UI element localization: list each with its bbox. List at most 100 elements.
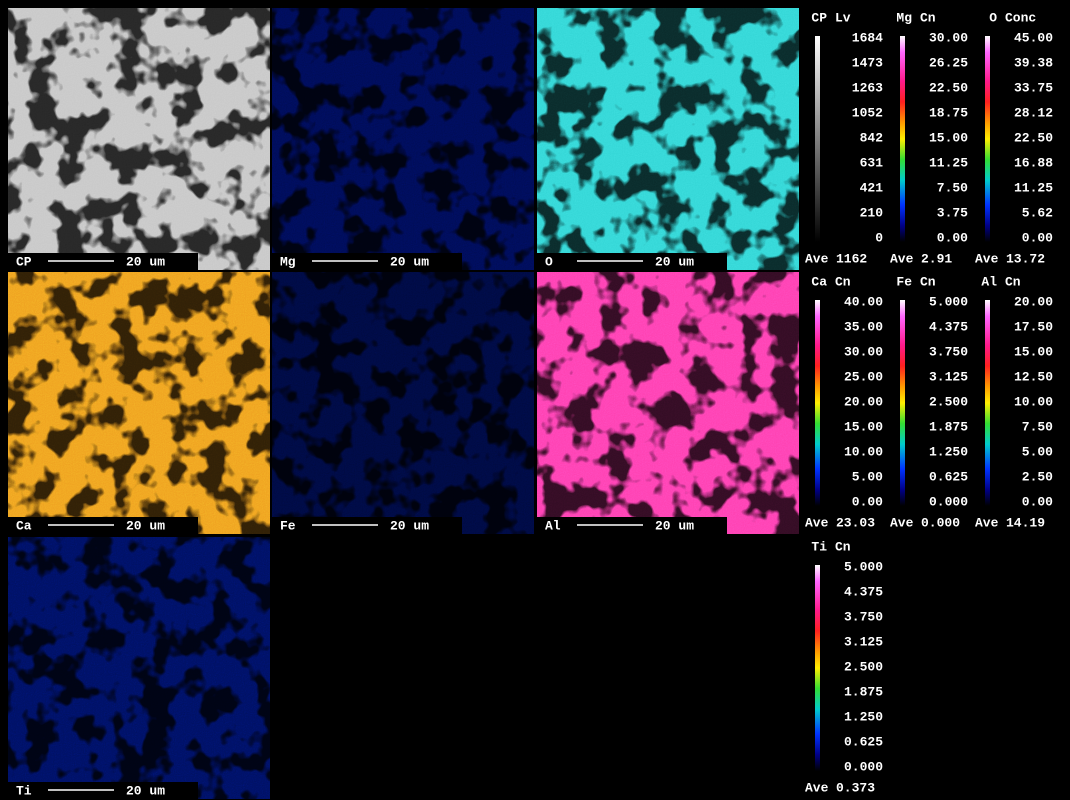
legend-tick-label: 20.00 (1014, 294, 1053, 309)
average-label: Ave (805, 251, 829, 266)
legend-tick-label: 20.00 (844, 394, 883, 409)
legend-tick-label: 3.125 (844, 634, 883, 649)
legend-tick-label: 1.875 (844, 684, 883, 699)
map-noise (8, 537, 270, 799)
map-element-label: Ti (16, 783, 32, 798)
average-value: 2.91 (921, 251, 952, 266)
legend-tick-label: 2.500 (929, 394, 968, 409)
legend-tick-label: 28.12 (1014, 105, 1053, 120)
map-element-label: CP (16, 254, 32, 269)
average-value: 0.373 (836, 780, 875, 795)
legend-tick-label: 5.000 (844, 559, 883, 574)
legend-unit: Conc (1005, 10, 1036, 25)
legend-tick-label: 16.88 (1014, 155, 1053, 170)
legend-tick-label: 15.00 (1014, 344, 1053, 359)
color-bar (815, 565, 820, 771)
legend-tick-label: 0.00 (1022, 494, 1053, 509)
legend-tick-label: 3.125 (929, 369, 968, 384)
legend-tick-label: 0.00 (1022, 230, 1053, 245)
color-bar (815, 300, 820, 506)
element-map-screen: CP20 umMg20 umO20 umCa20 umFe20 umAl20 u… (0, 0, 1070, 800)
average-value: 14.19 (1006, 515, 1045, 530)
legend-element: Mg (896, 10, 912, 25)
average-label: Ave (890, 251, 914, 266)
legend-unit: Cn (835, 539, 851, 554)
average-label: Ave (975, 515, 999, 530)
legend-tick-label: 4.375 (929, 319, 968, 334)
average-value: 23.03 (836, 515, 875, 530)
average-label: Ave (975, 251, 999, 266)
legend-tick-label: 40.00 (844, 294, 883, 309)
legend-tick-label: 22.50 (929, 80, 968, 95)
color-bar (985, 300, 990, 506)
average-label: Ave (805, 515, 829, 530)
legend-tick-label: 3.750 (929, 344, 968, 359)
legend-element: Fe (896, 274, 912, 289)
legend-tick-label: 421 (860, 180, 884, 195)
legend-tick-label: 1052 (852, 105, 883, 120)
legend-element: Ti (811, 539, 827, 554)
legend-tick-label: 12.50 (1014, 369, 1053, 384)
legend-element: Al (981, 274, 997, 289)
legend-tick-label: 842 (860, 130, 884, 145)
legend-tick-label: 631 (860, 155, 884, 170)
legend-tick-label: 0 (875, 230, 883, 245)
legend-unit: Cn (1005, 274, 1021, 289)
legend-unit: Lv (835, 10, 851, 25)
legend-tick-label: 0.00 (937, 230, 968, 245)
map-noise (8, 8, 270, 270)
legend-tick-label: 0.625 (844, 734, 883, 749)
legend-tick-label: 7.50 (937, 180, 968, 195)
legend-tick-label: 17.50 (1014, 319, 1053, 334)
average-value: 0.000 (921, 515, 960, 530)
average-label: Ave (805, 780, 829, 795)
legend-tick-label: 4.375 (844, 584, 883, 599)
legend-tick-label: 10.00 (844, 444, 883, 459)
legend-tick-label: 30.00 (844, 344, 883, 359)
legend-element: O (989, 10, 997, 25)
legend-unit: Cn (835, 274, 851, 289)
legend-unit: Cn (920, 274, 936, 289)
color-bar (985, 36, 990, 242)
legend-tick-label: 1263 (852, 80, 883, 95)
legend-tick-label: 35.00 (844, 319, 883, 334)
scale-label: 20 um (655, 254, 694, 269)
legend-tick-label: 26.25 (929, 55, 968, 70)
legend-tick-label: 0.000 (929, 494, 968, 509)
color-bar (900, 300, 905, 506)
legend-tick-label: 15.00 (929, 130, 968, 145)
legend-tick-label: 1.250 (929, 444, 968, 459)
legend-tick-label: 0.625 (929, 469, 968, 484)
legend-element: Ca (811, 274, 827, 289)
color-bar (815, 36, 820, 242)
legend-tick-label: 1.875 (929, 419, 968, 434)
legend-tick-label: 1473 (852, 55, 883, 70)
map-element-label: O (545, 254, 553, 269)
scale-label: 20 um (655, 518, 694, 533)
map-noise (272, 272, 534, 534)
map-element-label: Ca (16, 518, 32, 533)
legend-tick-label: 0.000 (844, 759, 883, 774)
scale-label: 20 um (390, 518, 429, 533)
map-element-label: Fe (280, 518, 296, 533)
legend-tick-label: 5.00 (852, 469, 883, 484)
legend-tick-label: 15.00 (844, 419, 883, 434)
map-noise (537, 272, 799, 534)
legend-tick-label: 33.75 (1014, 80, 1053, 95)
legend-tick-label: 1.250 (844, 709, 883, 724)
legend-tick-label: 0.00 (852, 494, 883, 509)
scale-label: 20 um (390, 254, 429, 269)
legend-tick-label: 210 (860, 205, 884, 220)
average-value: 1162 (836, 251, 867, 266)
map-noise (8, 272, 270, 534)
map-element-label: Mg (280, 254, 296, 269)
legend-tick-label: 25.00 (844, 369, 883, 384)
legend-tick-label: 3.750 (844, 609, 883, 624)
legend-tick-label: 45.00 (1014, 30, 1053, 45)
average-label: Ave (890, 515, 914, 530)
legend-tick-label: 5.000 (929, 294, 968, 309)
scale-label: 20 um (126, 254, 165, 269)
legend-tick-label: 10.00 (1014, 394, 1053, 409)
legend-tick-label: 1684 (852, 30, 883, 45)
legend-tick-label: 30.00 (929, 30, 968, 45)
